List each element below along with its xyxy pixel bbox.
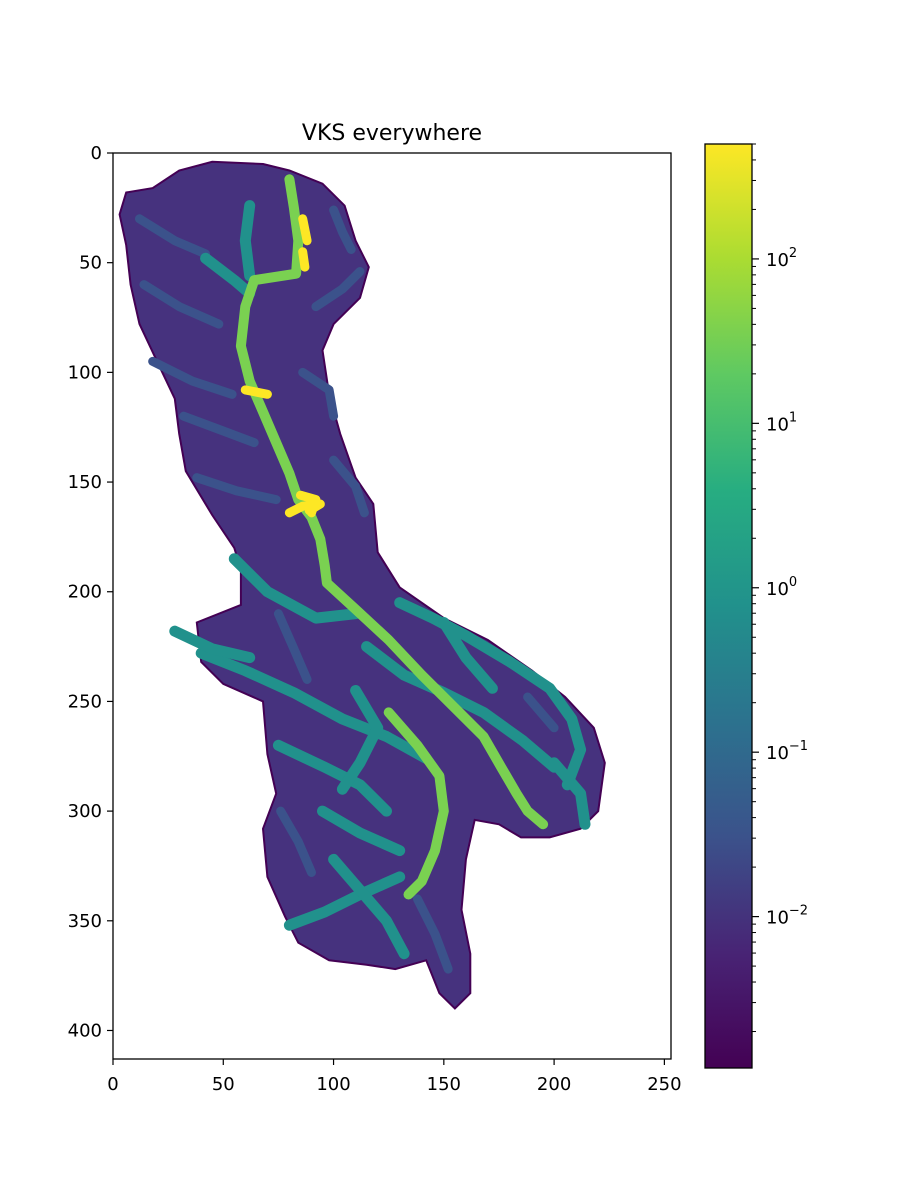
minor-stream <box>412 894 453 974</box>
tributary-stream <box>239 200 256 282</box>
tributary-stream <box>438 617 498 694</box>
tributary-stream <box>317 805 406 857</box>
colorbar-axis: 10−2 10−1 100 101 102 <box>752 143 808 1033</box>
x-tick-label: 0 <box>107 1074 118 1095</box>
tributary-stream <box>328 853 410 960</box>
catchment-region <box>118 160 606 1010</box>
minor-stream <box>135 214 211 259</box>
x-tick-label: 200 <box>537 1074 571 1095</box>
chart-title: VKS everywhere <box>302 121 482 146</box>
tributary-stream <box>228 553 362 624</box>
tributary-stream <box>283 871 406 931</box>
tributary-stream <box>169 625 256 664</box>
minor-stream <box>311 267 365 312</box>
minor-stream <box>139 280 224 329</box>
minor-stream <box>298 367 339 421</box>
minor-stream <box>192 473 281 505</box>
y-tick-label: 350 <box>68 911 102 932</box>
minor-stream <box>276 806 316 877</box>
hotspot <box>240 385 272 399</box>
x-tick-label: 150 <box>427 1074 461 1095</box>
x-tick-label: 250 <box>647 1074 681 1095</box>
y-tick-label: 300 <box>68 801 102 822</box>
colorbar-tick-label: 101 <box>766 410 797 435</box>
y-tick-label: 250 <box>68 691 102 712</box>
axes-frame <box>112 152 672 1060</box>
colorbar-tick-label: 10−1 <box>766 739 808 764</box>
minor-stream <box>329 205 356 254</box>
minor-stream <box>523 692 559 733</box>
minor-stream <box>148 356 237 399</box>
hotspot <box>298 247 310 272</box>
minor-stream <box>179 411 259 448</box>
hotspot <box>298 214 312 246</box>
tributary-stream <box>394 597 587 791</box>
minor-stream <box>273 609 312 684</box>
hotspot <box>284 499 325 518</box>
y-tick-label: 100 <box>68 362 102 383</box>
minor-stream <box>329 455 369 518</box>
heatmap-image <box>118 160 606 1010</box>
x-axis: 0 50 100 150 200 250 <box>107 1059 682 1095</box>
colorbar <box>704 143 753 1069</box>
tributary-stream <box>195 647 432 764</box>
tributary-stream <box>200 252 256 299</box>
tributary-stream <box>336 685 384 795</box>
tributary-stream <box>272 739 392 817</box>
colorbar-tick-label: 102 <box>766 246 797 271</box>
colorbar-tick-label: 10−2 <box>766 904 808 929</box>
secondary-channel <box>383 707 449 900</box>
tributary-stream <box>361 641 560 773</box>
x-tick-label: 100 <box>316 1074 350 1095</box>
y-tick-label: 400 <box>68 1020 102 1041</box>
y-tick-label: 50 <box>79 253 102 274</box>
colorbar-tick-label: 100 <box>766 575 797 600</box>
y-tick-label: 0 <box>91 143 102 164</box>
x-tick-label: 50 <box>212 1074 235 1095</box>
tributary-stream <box>548 757 591 830</box>
y-tick-label: 150 <box>68 472 102 493</box>
y-axis: 0 50 100 150 200 250 300 350 400 <box>68 143 113 1041</box>
y-tick-label: 200 <box>68 582 102 603</box>
